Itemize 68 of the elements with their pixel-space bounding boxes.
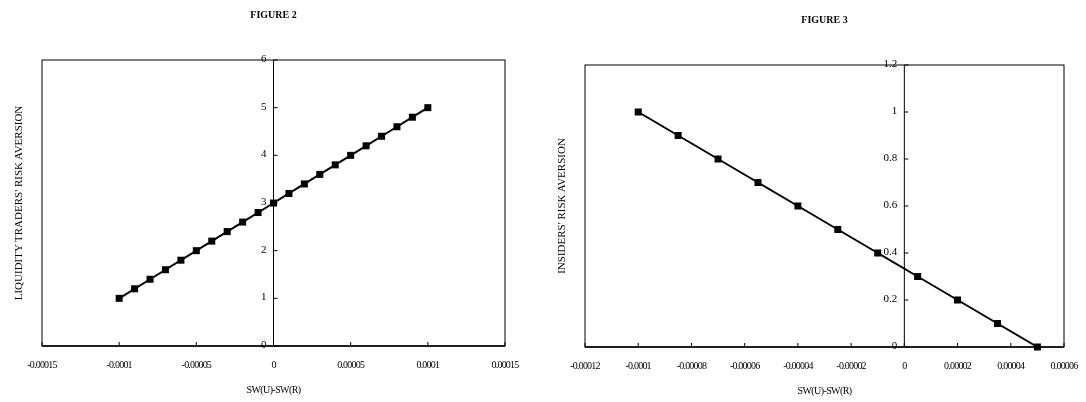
point — [993, 320, 1001, 327]
x-tick-label: 0.0001 — [416, 359, 440, 370]
y-axis-title: INSIDERS' RISK AVERSION — [555, 138, 567, 274]
point — [378, 132, 386, 140]
point — [834, 226, 842, 233]
y-tick-label: 0.6 — [883, 198, 898, 210]
point — [285, 189, 293, 197]
point — [177, 256, 185, 264]
x-tick-label: 0 — [271, 359, 277, 370]
y-tick-label: 3 — [261, 195, 267, 207]
point — [424, 104, 432, 112]
point — [223, 228, 231, 236]
chart-title: FIGURE 2 — [250, 9, 297, 20]
point — [208, 237, 216, 245]
point — [1033, 343, 1041, 351]
x-tick-label: -0.0001 — [106, 359, 133, 370]
x-tick-label: 0 — [902, 360, 908, 371]
y-tick-label: 1.2 — [883, 57, 898, 69]
x-tick-label: 0.00004 — [997, 360, 1026, 371]
x-tick-label: -0.0001 — [625, 360, 652, 371]
point — [874, 249, 882, 257]
x-axis-title: SW(U)-SW(R) — [797, 385, 852, 397]
point — [115, 294, 123, 302]
y-axis-title: LIQUIDITY TRADERS' RISK AVERSION — [12, 105, 24, 301]
point — [331, 161, 339, 169]
y-tick-label: 0 — [261, 338, 267, 350]
point — [161, 266, 169, 274]
y-tick-label: 0.4 — [883, 245, 898, 257]
y-tick-label: 1 — [261, 290, 267, 303]
point — [300, 180, 308, 188]
x-axis-title: SW(U)-SW(R) — [246, 384, 301, 396]
x-tick-label: -0.00004 — [783, 360, 814, 371]
x-tick-label: -0.00006 — [729, 360, 761, 371]
y-tick-label: 1 — [891, 104, 898, 116]
x-tick-label: 0.00002 — [944, 360, 972, 371]
point — [131, 285, 139, 293]
point — [146, 275, 154, 283]
x-tick-label: -0.00002 — [836, 360, 867, 371]
x-tick-label: -0.00005 — [181, 359, 212, 370]
point — [754, 179, 762, 186]
y-tick-label: 4 — [261, 147, 267, 160]
x-tick-label: -0.00015 — [27, 359, 58, 370]
point — [347, 151, 355, 159]
point — [192, 247, 200, 255]
point — [914, 273, 922, 280]
y-tick-label: 2 — [261, 242, 267, 255]
point — [316, 170, 324, 178]
x-tick-label: 0.00005 — [337, 359, 365, 370]
y-tick-label: 5 — [261, 99, 267, 112]
x-tick-label: 0.00006 — [1050, 360, 1079, 371]
x-tick-label: -0.00008 — [676, 360, 707, 371]
point — [239, 218, 247, 226]
y-tick-label: 0 — [891, 339, 898, 351]
point — [794, 202, 802, 210]
point — [254, 209, 262, 217]
point — [954, 296, 962, 304]
point — [634, 108, 642, 116]
x-tick-label: 0.00015 — [491, 359, 520, 370]
point — [408, 113, 416, 121]
point — [674, 132, 682, 139]
point — [362, 142, 370, 150]
chart-title: FIGURE 3 — [801, 14, 848, 25]
point — [714, 155, 722, 163]
y-tick-label: 0.2 — [883, 292, 898, 304]
y-tick-label: 6 — [261, 52, 267, 64]
point — [393, 123, 401, 131]
y-tick-label: 0.8 — [883, 151, 898, 163]
x-tick-label: -0.00012 — [570, 360, 601, 371]
